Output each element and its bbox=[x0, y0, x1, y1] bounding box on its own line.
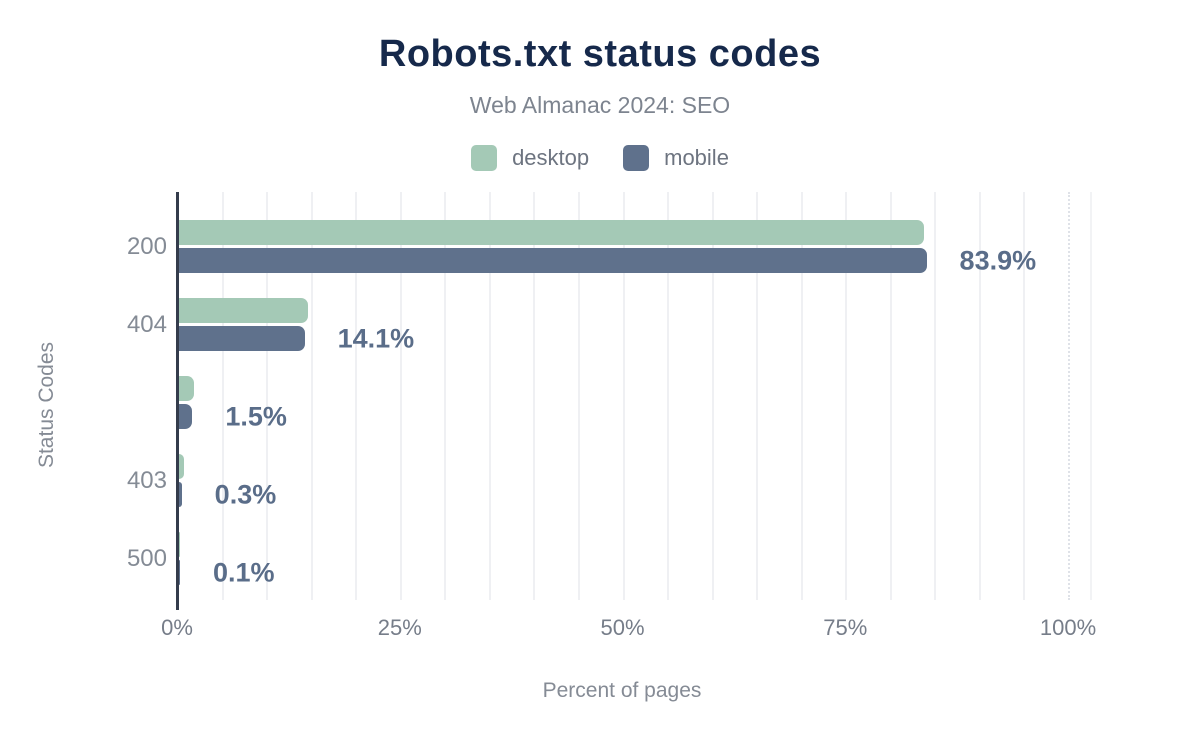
gridline bbox=[711, 192, 714, 600]
x-tick-label: 0% bbox=[161, 615, 193, 640]
gridline bbox=[310, 192, 313, 600]
x-tick-label: 75% bbox=[823, 615, 868, 640]
category-label: 500 bbox=[126, 544, 167, 572]
gridline bbox=[1068, 192, 1070, 600]
mobile-bar bbox=[179, 326, 305, 351]
x-tick-label: 50% bbox=[600, 615, 645, 640]
gridline bbox=[667, 192, 670, 600]
mobile-bar bbox=[179, 482, 182, 507]
desktop-bar bbox=[179, 298, 309, 323]
gridline bbox=[889, 192, 892, 600]
gridline bbox=[355, 192, 358, 600]
gridline bbox=[533, 192, 536, 600]
gridline bbox=[934, 192, 937, 600]
gridline bbox=[221, 192, 224, 600]
gridline bbox=[800, 192, 803, 600]
desktop-bar bbox=[179, 220, 924, 245]
legend-item: desktop bbox=[471, 145, 589, 171]
gridline bbox=[1023, 192, 1026, 600]
gridline bbox=[622, 192, 625, 600]
gridline bbox=[444, 192, 447, 600]
gridline bbox=[577, 192, 580, 600]
legend-label: mobile bbox=[664, 145, 729, 170]
legend: desktop mobile bbox=[0, 143, 1200, 173]
legend-label: desktop bbox=[512, 145, 590, 170]
plot-right-edge bbox=[1090, 192, 1092, 600]
gridline bbox=[845, 192, 848, 600]
mobile-swatch-icon bbox=[623, 145, 650, 171]
value-label: 14.1% bbox=[337, 323, 415, 353]
mobile-bar bbox=[179, 560, 180, 585]
gridline bbox=[978, 192, 981, 600]
category-label: 403 bbox=[126, 466, 167, 494]
x-tick-label: 100% bbox=[1039, 615, 1097, 640]
value-label: 0.3% bbox=[214, 479, 277, 509]
gridline bbox=[756, 192, 759, 600]
desktop-bar bbox=[179, 376, 195, 401]
value-label: 0.1% bbox=[213, 557, 275, 587]
value-label: 1.5% bbox=[225, 401, 287, 431]
chart-title: Robots.txt status codes bbox=[378, 33, 822, 75]
plot-area: 83.9% 14.1% 1.5% 0.3% 0.1% bbox=[176, 192, 1092, 610]
gridline bbox=[266, 192, 269, 600]
category-label: 404 bbox=[126, 310, 167, 338]
mobile-bar bbox=[179, 404, 193, 429]
desktop-bar bbox=[179, 532, 180, 557]
value-label: 83.9% bbox=[959, 245, 1037, 275]
x-axis-title: Percent of pages bbox=[542, 679, 702, 702]
x-tick-label: 25% bbox=[377, 615, 422, 640]
legend-item: mobile bbox=[623, 145, 729, 171]
desktop-bar bbox=[179, 454, 185, 479]
category-label: 200 bbox=[126, 232, 167, 260]
gridline bbox=[399, 192, 402, 600]
y-axis-line bbox=[176, 192, 179, 610]
desktop-swatch-icon bbox=[471, 145, 498, 171]
mobile-bar bbox=[179, 248, 927, 273]
gridline bbox=[488, 192, 491, 600]
y-axis-title: Status Codes bbox=[35, 341, 58, 469]
chart-subtitle: Web Almanac 2024: SEO bbox=[469, 92, 731, 118]
